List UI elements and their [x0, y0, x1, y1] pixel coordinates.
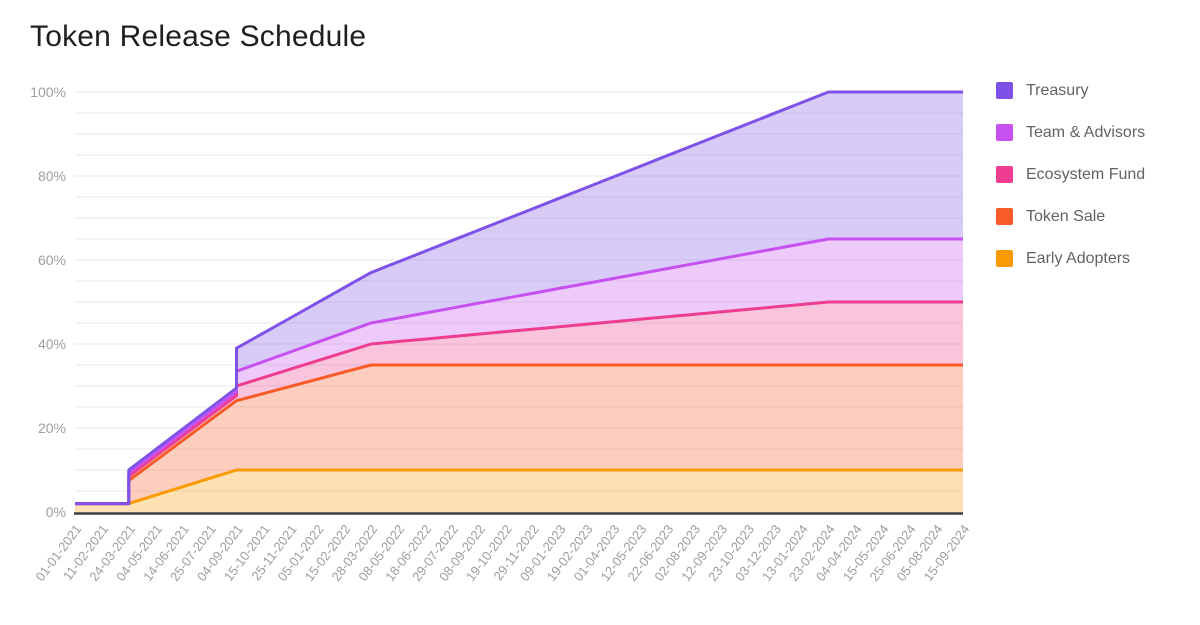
y-axis-labels: 0% 20% 40% 60% 80% 100% [30, 84, 66, 520]
line-treasury [75, 90, 963, 506]
band-ecosystem-fund [75, 302, 963, 504]
y-tick-label: 0% [46, 504, 66, 520]
line-token-sale [75, 363, 963, 506]
legend-label-token-sale: Token Sale [1026, 207, 1106, 225]
legend-label-treasury: Treasury [1026, 81, 1089, 99]
legend-label-ecosystem-fund: Ecosystem Fund [1026, 165, 1146, 183]
legend-swatch-early-adopters [996, 250, 1013, 267]
legend-swatch-treasury [996, 82, 1013, 99]
y-tick-label: 40% [38, 336, 66, 352]
line-ecosystem-fund [75, 300, 963, 506]
legend-item-token-sale: Token Sale [996, 208, 1145, 225]
legend-swatch-ecosystem-fund [996, 166, 1013, 183]
line-team-advisors [75, 237, 963, 506]
legend-item-treasury: Treasury [996, 82, 1145, 99]
chart-title: Token Release Schedule [30, 20, 367, 53]
line-early-adopters [75, 468, 963, 506]
band-treasury [75, 92, 963, 504]
legend-item-ecosystem-fund: Ecosystem Fund [996, 166, 1145, 183]
y-tick-label: 60% [38, 252, 66, 268]
legend-item-team-advisors: Team & Advisors [996, 124, 1145, 141]
legend-label-team-advisors: Team & Advisors [1026, 123, 1146, 141]
x-axis-labels: 01-01-202111-02-202124-03-202104-05-2021… [32, 522, 972, 584]
legend-swatch-team-advisors [996, 124, 1013, 141]
legend-item-early-adopters: Early Adopters [996, 250, 1145, 267]
legend-label-early-adopters: Early Adopters [1026, 249, 1131, 267]
y-tick-label: 100% [30, 84, 66, 100]
legend-swatch-token-sale [996, 208, 1013, 225]
gridlines [75, 91, 963, 492]
band-team-advisors [75, 239, 963, 504]
legend: Treasury Team & Advisors Ecosystem Fund Tok… [996, 82, 1145, 292]
band-early-adopters [75, 470, 963, 512]
y-tick-label: 80% [38, 168, 66, 184]
series-lines [75, 90, 963, 506]
y-tick-label: 20% [38, 420, 66, 436]
